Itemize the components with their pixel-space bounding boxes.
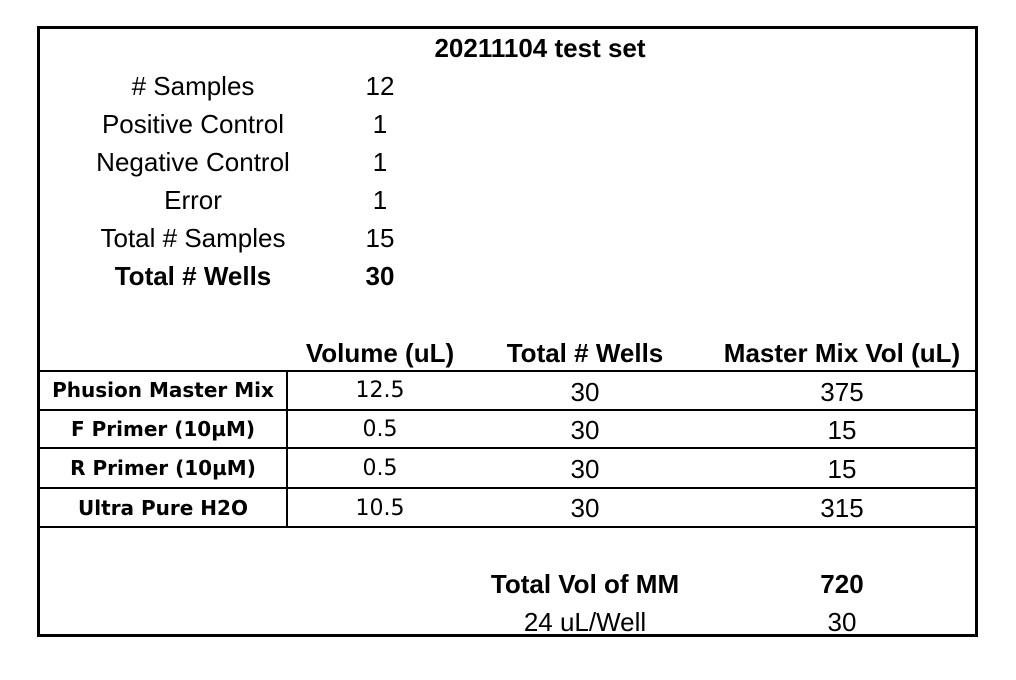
wells-cell: 30 [570, 415, 600, 445]
header-volume: Volume (uL) [305, 338, 455, 368]
header-master-mix-vol: Master Mix Vol (uL) [723, 338, 961, 368]
header-total-wells: Total # Wells [506, 338, 664, 368]
reagent-label: F Primer (10µM) [71, 417, 255, 441]
summary-value: 12 [365, 71, 395, 101]
volume-cell: 12.5 [355, 378, 405, 403]
wells-cell: 30 [570, 454, 600, 484]
summary-label: Total # Samples [100, 223, 286, 253]
summary-label: Error [164, 185, 222, 215]
reagent-label: Phusion Master Mix [52, 378, 274, 402]
volume-cell: 0.5 [362, 417, 398, 442]
reagent-label: R Primer (10µM) [70, 456, 256, 480]
summary-value: 15 [365, 223, 395, 253]
summary-label: Negative Control [96, 147, 290, 177]
per-well-value: 30 [827, 607, 857, 637]
row-divider [40, 409, 978, 411]
summary-label: # Samples [131, 71, 255, 101]
mm-vol-cell: 15 [827, 454, 857, 484]
summary-label: Positive Control [101, 109, 285, 139]
mm-vol-cell: 315 [820, 493, 864, 523]
volume-cell: 0.5 [362, 456, 398, 481]
wells-cell: 30 [570, 377, 600, 407]
spreadsheet-table: 20211104 test set # Samples 12 Positive … [37, 26, 978, 637]
summary-value: 1 [372, 109, 388, 139]
row-divider [40, 487, 978, 489]
per-well-label: 24 uL/Well [523, 607, 647, 637]
summary-value-total-wells: 30 [365, 261, 395, 291]
wells-cell: 30 [570, 493, 600, 523]
column-divider [286, 370, 288, 528]
reagent-label: Ultra Pure H2O [78, 496, 248, 520]
row-divider [40, 447, 978, 449]
row-divider [40, 526, 978, 528]
sheet-title: 20211104 test set [434, 33, 646, 63]
summary-label-total-wells: Total # Wells [114, 261, 272, 291]
mm-vol-cell: 15 [827, 415, 857, 445]
mm-vol-cell: 375 [820, 377, 864, 407]
summary-value: 1 [372, 147, 388, 177]
total-vol-value: 720 [820, 569, 864, 599]
summary-value: 1 [372, 185, 388, 215]
row-divider [40, 370, 978, 372]
volume-cell: 10.5 [355, 496, 405, 521]
total-vol-label: Total Vol of MM [490, 569, 680, 599]
